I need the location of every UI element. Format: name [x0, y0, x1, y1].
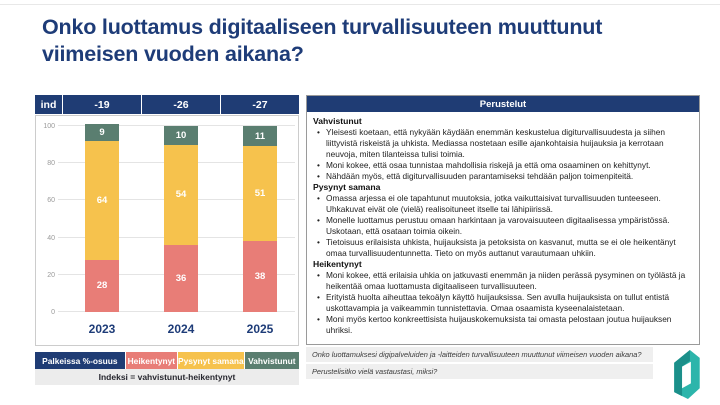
stacked-bar: 28 64 9 [85, 124, 119, 312]
bullet-item: • Erityistä huolta aiheuttaa tekoälyn käy… [313, 292, 691, 314]
bullet-marker: • [317, 127, 320, 138]
bullet-item: • Nähdään myös, että digiturvallisuuden p… [313, 171, 691, 182]
plot-area: 0 20 40 60 80 100 28 64 9 2023 36 54 10 2024 38 51 11 202… [35, 115, 299, 346]
bar-segment: 36 [164, 245, 198, 312]
survey-question-2: Perustelisitko vielä vastaustasi, miksi? [306, 364, 653, 379]
bar-segment: 11 [243, 126, 277, 147]
stacked-bar: 38 51 11 [243, 126, 277, 312]
bar-segment: 28 [85, 259, 119, 312]
bullet-marker: • [317, 170, 320, 181]
bullet-item: • Moni myös kertoo konkreettisista huijau… [313, 314, 691, 336]
y-axis-tick: 100 [43, 123, 55, 130]
x-axis-label: 2023 [88, 322, 116, 336]
bullet-text: Erityistä huolta aiheuttaa tekoälyn käyt… [326, 291, 670, 313]
bullet-marker: • [317, 159, 320, 170]
legend-item: Pysynyt samana [177, 352, 244, 369]
y-axis-tick: 60 [47, 197, 55, 205]
bullet-text: Moni kokee, että osaa tunnistaa mahdolli… [326, 159, 651, 170]
section-title: Vahvistunut [313, 116, 362, 126]
gridline [58, 125, 295, 126]
y-axis-tick: 40 [47, 234, 55, 242]
index-row: ind -19 -26 -27 [35, 95, 299, 114]
perustelut-body: Vahvistunut • Yleisesti koetaan, että nyky… [307, 112, 699, 337]
index-value: -26 [142, 95, 220, 114]
index-value: -27 [221, 95, 299, 114]
x-axis-label: 2025 [246, 322, 274, 336]
bullet-text: Omassa arjessa ei ole tapahtunut muutoks… [326, 193, 661, 214]
bar-segment: 38 [243, 241, 277, 312]
bullet-marker: • [317, 313, 320, 324]
survey-question-1: Onko luottamuksesi digipalveluiden ja -l… [306, 347, 653, 362]
y-axis-tick: 0 [51, 309, 55, 316]
chart-legend: Palkeissa %-osuus Heikentynyt Pysynyt sama… [35, 352, 299, 369]
perustelut-panel: Perustelut Vahvistunut • Yleisesti koetaan… [306, 95, 700, 345]
bullet-marker: • [317, 236, 320, 247]
bullet-text: Moni myös kertoo konkreettisista huijaus… [326, 313, 672, 335]
bar-segment: 51 [243, 146, 277, 242]
bullet-item: • Yleisesti koetaan, että nykyään käydään… [313, 127, 691, 160]
section-title: Heikentynyt [313, 258, 362, 269]
bullet-marker: • [317, 291, 320, 302]
trust-chart: ind -19 -26 -27 0 20 40 60 80 100 28 64 9 2023 36 54 1… [35, 95, 299, 385]
legend-item: Heikentynyt [125, 352, 177, 369]
x-axis-label: 2024 [167, 322, 195, 336]
bullet-item: • Moni kokee, että osaa tunnistaa mahdoll… [313, 160, 691, 171]
dvv-logo-icon [674, 349, 700, 400]
bullet-marker: • [317, 269, 320, 280]
bullet-text: Monelle luottamus perustuu omaan harkint… [326, 214, 670, 236]
index-row-label: ind [35, 95, 62, 114]
bullet-marker: • [317, 193, 320, 204]
bullet-marker: • [317, 214, 320, 225]
stacked-bar: 36 54 10 [164, 126, 198, 312]
bullet-text: Moni kokee, että erilaisia uhkia on jatk… [326, 269, 686, 291]
bar-segment: 64 [85, 140, 119, 260]
bullet-text: Tietoisuus erilaisista uhkista, huijauks… [326, 236, 676, 258]
page-title: Onko luottamus digitaaliseen turvallisuu… [42, 15, 603, 66]
y-axis-tick: 80 [47, 160, 55, 168]
bar-segment: 9 [85, 124, 119, 141]
bullet-text: Nähdään myös, että digiturvallisuuden pa… [326, 170, 634, 181]
top-divider [0, 4, 720, 5]
bullet-text: Yleisesti koetaan, että nykyään käydään … [326, 127, 665, 160]
bullet-item: • Moni kokee, että erilaisia uhkia on jat… [313, 270, 691, 292]
bullet-item: • Omassa arjessa ei ole tapahtunut muutok… [313, 193, 691, 215]
perustelut-header: Perustelut [307, 96, 699, 112]
bullet-item: • Tietoisuus erilaisista uhkista, huijauk… [313, 237, 691, 259]
section-title: Pysynyt samana [313, 181, 381, 192]
bar-segment: 54 [164, 144, 198, 246]
legend-item: Vahvistunut [244, 352, 299, 369]
bar-segment: 10 [164, 126, 198, 145]
y-axis-tick: 20 [47, 271, 55, 279]
legend-note: Palkeissa %-osuus [35, 352, 125, 369]
index-formula-note: Indeksi = vahvistunut-heikentynyt [35, 369, 299, 385]
index-value: -19 [63, 95, 141, 114]
bullet-item: • Monelle luottamus perustuu omaan harkin… [313, 215, 691, 237]
